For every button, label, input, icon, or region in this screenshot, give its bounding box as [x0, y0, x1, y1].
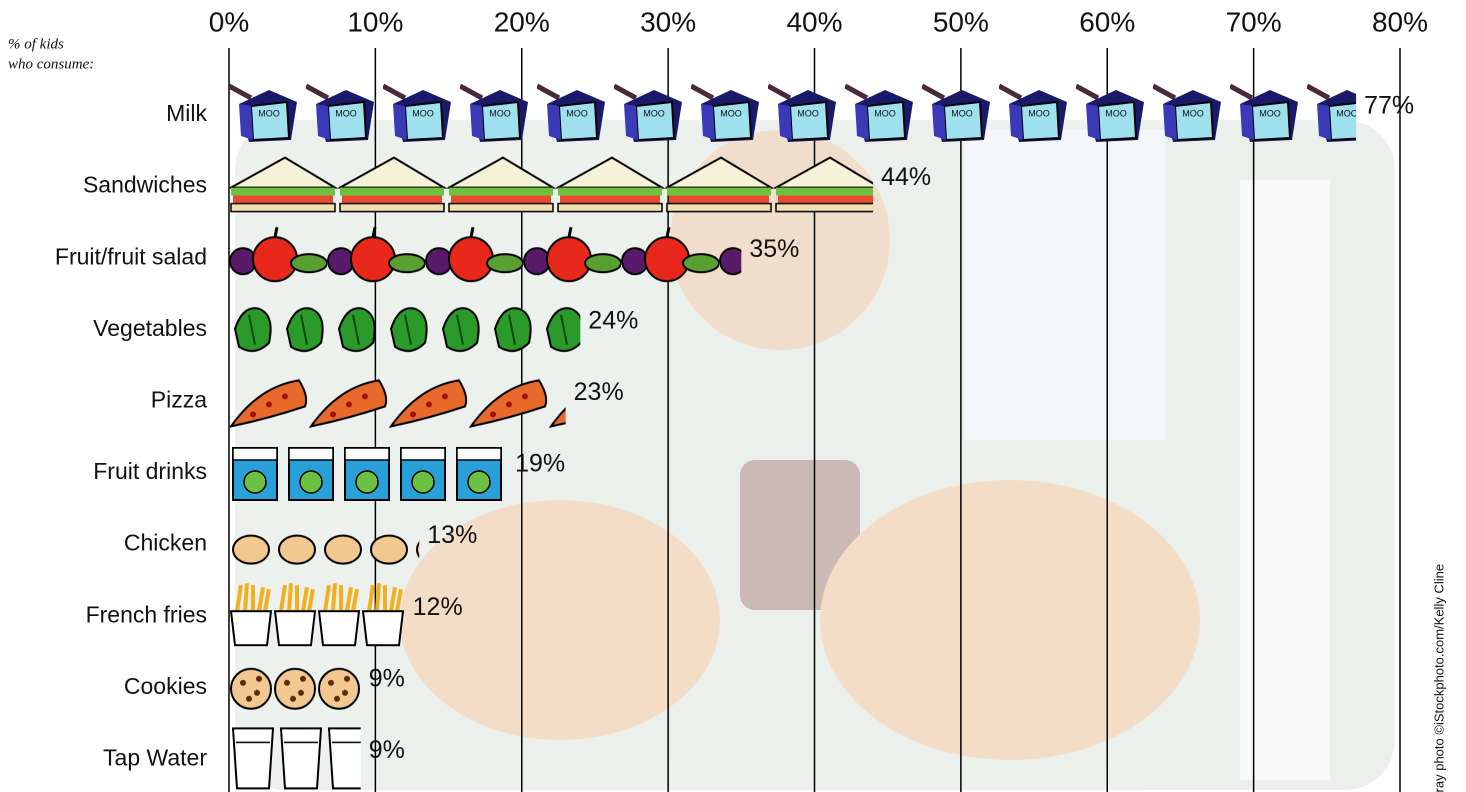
pictogram-bar: [229, 294, 581, 361]
x-tick-label: 40%: [786, 6, 842, 37]
pictogram-bar: [229, 652, 361, 719]
x-tick-label: 30%: [640, 6, 696, 37]
x-tick-label: 10%: [347, 6, 403, 37]
category-label: Tap Water: [103, 744, 207, 770]
category-label: Chicken: [124, 530, 207, 556]
value-label: 77%: [1364, 92, 1414, 120]
category-label: Sandwiches: [83, 172, 207, 198]
x-tick-label: 60%: [1079, 6, 1135, 37]
pictogram-bar: [229, 581, 405, 648]
value-label: 19%: [515, 450, 565, 478]
category-label: Cookies: [124, 673, 207, 699]
category-label: Vegetables: [93, 315, 207, 341]
category-label: Pizza: [151, 386, 207, 412]
x-tick-label: 80%: [1372, 6, 1428, 37]
x-tick-label: 70%: [1226, 6, 1282, 37]
value-label: 12%: [413, 593, 463, 621]
pictogram-bar: [229, 366, 566, 433]
pictogram-bar: [229, 724, 361, 791]
value-label: 44%: [881, 163, 931, 191]
pictogram-bar: [229, 151, 874, 218]
note-label-line1: % of kids: [8, 36, 64, 52]
x-tick-label: 50%: [933, 6, 989, 37]
category-label: French fries: [86, 601, 207, 627]
note-label-line2: who consume:: [8, 56, 94, 72]
value-label: 13%: [427, 521, 477, 549]
pictogram-bar: [229, 509, 420, 576]
credit: tray photo ©iStockphoto.com/Kelly Cline: [1431, 564, 1446, 792]
value-label: 9%: [369, 736, 405, 764]
category-label: Fruit/fruit salad: [55, 243, 207, 269]
value-label: 23%: [574, 378, 624, 406]
value-label: 9%: [369, 664, 405, 692]
pictogram-bar: [229, 80, 1357, 146]
value-label: 24%: [588, 306, 638, 334]
category-label: Milk: [166, 100, 207, 126]
x-tick-label: 0%: [209, 6, 249, 37]
category-label: Fruit drinks: [93, 458, 207, 484]
pictogram-bar: [229, 223, 742, 290]
pictogram-bar: [229, 438, 508, 504]
x-tick-label: 20%: [494, 6, 550, 37]
value-label: 35%: [749, 235, 799, 263]
